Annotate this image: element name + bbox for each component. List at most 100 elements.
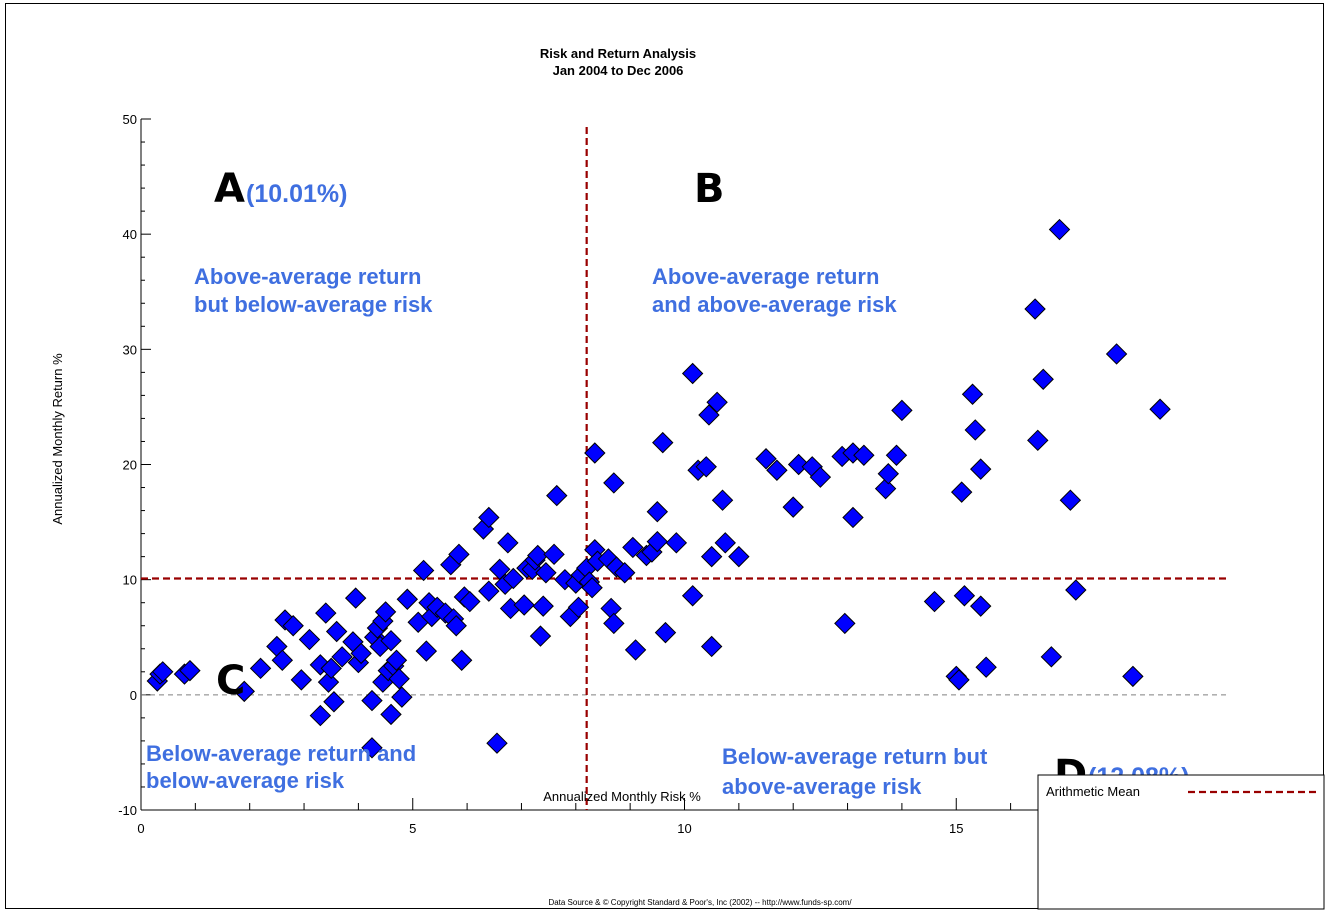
- data-point: [344, 587, 367, 609]
- data-point: [315, 602, 337, 624]
- data-point: [478, 580, 500, 602]
- data-point: [646, 501, 669, 523]
- data-point: [325, 620, 348, 643]
- data-point: [513, 594, 535, 616]
- quadrant-b-line2: and above-average risk: [652, 292, 897, 317]
- data-point: [622, 536, 644, 559]
- data-point: [331, 646, 353, 668]
- data-point: [152, 661, 174, 683]
- data-point: [787, 453, 810, 476]
- legend-box: [1037, 774, 1325, 910]
- data-point: [681, 585, 704, 607]
- data-point: [396, 588, 419, 610]
- data-point: [478, 506, 500, 529]
- data-point: [1040, 646, 1063, 668]
- x-tick-label: 5: [409, 821, 416, 836]
- data-point: [385, 649, 408, 671]
- legend-label: Arithmetic Mean: [1046, 784, 1140, 799]
- data-point: [782, 496, 804, 518]
- data-point: [282, 615, 304, 637]
- legend: Arithmetic Mean: [1037, 774, 1325, 910]
- data-points: [146, 218, 1171, 759]
- scatter-chart: Risk and Return Analysis Jan 2004 to Dec…: [50, 46, 1325, 910]
- data-point: [298, 628, 321, 651]
- x-tick-label: 15: [949, 821, 963, 836]
- data-point: [391, 686, 413, 708]
- quadrant-d-line2: above-average risk: [722, 774, 922, 799]
- data-point: [486, 732, 508, 754]
- data-point: [527, 544, 549, 567]
- x-tick-label: 0: [137, 821, 144, 836]
- data-point: [975, 656, 997, 678]
- data-point: [380, 703, 402, 726]
- data-point: [614, 562, 636, 584]
- data-point: [535, 562, 557, 584]
- data-point: [681, 362, 704, 385]
- quadrant-c-line2: below-average risk: [146, 768, 345, 793]
- data-point: [766, 459, 788, 481]
- quadrant-d-line1: Below-average return but: [722, 744, 988, 769]
- data-point: [970, 595, 992, 617]
- data-point: [695, 456, 717, 478]
- x-tick-label: 10: [677, 821, 691, 836]
- data-point: [603, 472, 625, 494]
- data-point: [1149, 398, 1171, 420]
- data-point: [809, 466, 832, 488]
- data-point: [950, 481, 973, 503]
- data-point: [961, 383, 984, 405]
- y-tick-label: 30: [123, 342, 137, 357]
- chart-subtitle: Jan 2004 to Dec 2006: [553, 63, 684, 78]
- data-point: [891, 399, 913, 422]
- data-point: [543, 543, 565, 566]
- y-tick-label: -10: [118, 803, 137, 818]
- data-point: [1024, 298, 1046, 320]
- data-point: [1032, 368, 1054, 390]
- data-point: [584, 442, 606, 464]
- data-point: [885, 444, 908, 466]
- data-point: [923, 590, 946, 613]
- data-point: [964, 419, 986, 441]
- axes: -100102030405005101520: [118, 112, 1235, 836]
- data-point: [380, 629, 402, 652]
- data-point: [711, 489, 734, 511]
- data-point: [350, 642, 372, 665]
- y-tick-label: 0: [130, 688, 137, 703]
- data-point: [532, 595, 554, 617]
- data-point: [361, 737, 383, 759]
- data-point: [853, 444, 875, 466]
- y-tick-label: 20: [123, 458, 137, 473]
- data-point: [388, 668, 410, 690]
- data-point: [842, 506, 864, 529]
- quadrant-c-letter: C: [216, 658, 245, 704]
- data-point: [728, 545, 750, 568]
- data-point: [459, 590, 481, 613]
- data-point: [415, 640, 438, 662]
- data-point: [1048, 218, 1071, 241]
- y-tick-label: 40: [123, 227, 137, 242]
- data-point: [448, 543, 470, 566]
- data-point: [714, 532, 736, 554]
- data-point: [652, 431, 674, 454]
- data-point: [361, 689, 383, 712]
- data-point: [502, 567, 525, 590]
- data-point: [948, 669, 970, 691]
- y-tick-label: 10: [123, 573, 137, 588]
- data-point: [567, 596, 590, 619]
- y-tick-label: 50: [123, 112, 137, 127]
- data-point: [603, 612, 625, 635]
- data-point: [497, 532, 519, 554]
- data-point: [1122, 665, 1144, 688]
- data-point: [706, 391, 728, 414]
- data-point: [581, 577, 603, 599]
- data-point: [698, 404, 720, 426]
- x-axis-label: Annualized Monthly Risk %: [543, 789, 701, 804]
- data-point: [834, 612, 856, 635]
- quadrant-annotations: A (10.01%) Above-average return but below-a…: [146, 166, 1189, 799]
- data-point: [646, 530, 669, 553]
- data-point: [445, 615, 467, 637]
- data-point: [953, 585, 976, 607]
- quadrant-a-line2: but below-average risk: [194, 292, 433, 317]
- data-point: [320, 657, 342, 680]
- data-point: [374, 601, 397, 623]
- data-point: [529, 625, 552, 647]
